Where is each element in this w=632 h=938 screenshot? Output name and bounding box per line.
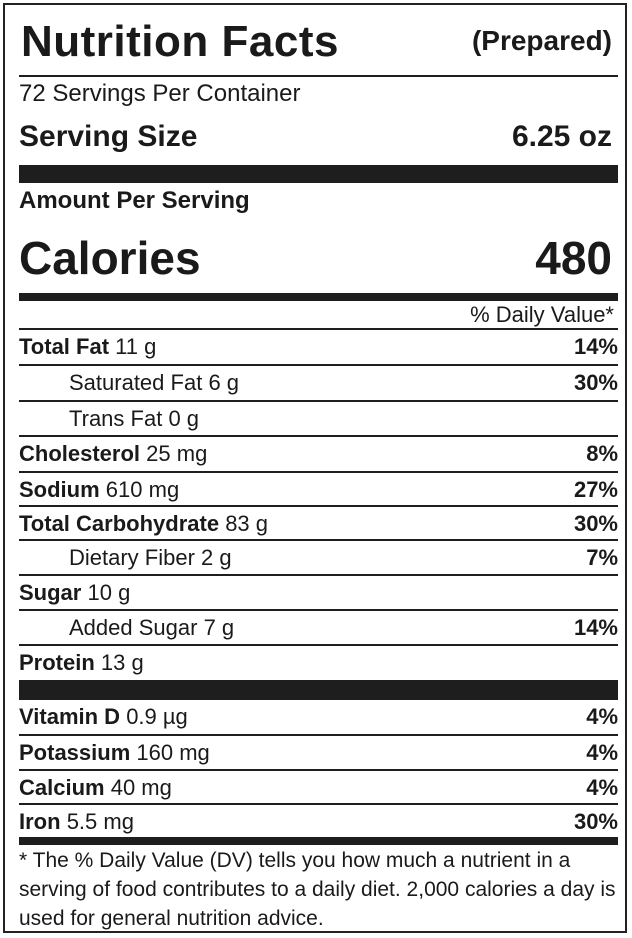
vitamin-amount: 0.9 µg [126,704,188,729]
serving-size-value: 6.25 oz [511,120,612,153]
nutrient-name: Protein [19,650,95,675]
vitamin-dv: 4% [586,775,618,800]
nutrient-dv: 30% [573,370,618,395]
nutrient-dv: 27% [573,477,618,502]
label-title: Nutrition Facts [21,17,339,66]
row-divider [19,328,618,330]
nutrient-amount: 6 g [208,370,240,395]
thick-divider-vitamins [19,680,618,700]
nutrient-name: Added Sugar [69,615,198,640]
row-divider [19,505,618,507]
row-divider [19,400,618,402]
vitamin-amount: 5.5 mg [66,809,134,834]
nutrient-name: Cholesterol [19,441,141,466]
nutrient-amount: 11 g [115,334,157,359]
servings-per-container: 72 Servings Per Container [19,80,301,107]
vitamin-dv: 4% [586,740,618,765]
vitamin-amount: 40 mg [110,775,172,800]
nutrient-dv: 14% [573,615,618,640]
row-divider [19,471,618,473]
daily-value-header: % Daily Value* [470,302,614,327]
vitamin-name: Calcium [19,775,105,800]
nutrient-amount: 0 g [168,406,200,431]
nutrient-row-added-sugar: Added Sugar 7 g 14% [19,611,618,645]
nutrient-amount: 10 g [87,580,131,605]
nutrient-amount: 25 mg [146,441,208,466]
nutrient-name: Saturated Fat [69,370,203,395]
nutrient-dv: 7% [586,545,618,570]
nutrient-amount: 2 g [201,545,232,570]
thick-divider-top [19,165,618,183]
row-divider [19,609,618,611]
nutrient-amount: 7 g [203,615,235,640]
vitamin-row-vitamin-d: Vitamin D 0.9 µg 4% [19,700,618,734]
nutrient-name: Sugar [19,580,82,605]
nutrient-name: Dietary Fiber [69,545,195,570]
nutrient-row-total-carbohydrate: Total Carbohydrate 83 g 30% [19,507,618,541]
nutrition-label: Nutrition Facts (Prepared) 72 Servings P… [3,3,627,933]
row-divider [19,803,618,805]
nutrient-amount: 83 g [225,511,269,536]
row-divider [19,364,618,366]
nutrient-dv: 30% [573,511,618,536]
nutrient-amount: 610 mg [105,477,180,502]
nutrient-name: Trans Fat [69,406,163,431]
serving-size-label: Serving Size [19,120,198,153]
vitamin-name: Iron [19,809,61,834]
nutrient-row-total-fat: Total Fat 11 g 14% [19,330,618,364]
daily-value-footnote: * The % Daily Value (DV) tells you how m… [19,849,616,930]
label-qualifier: (Prepared) [471,25,612,56]
vitamin-amount: 160 mg [136,740,210,765]
amount-per-serving: Amount Per Serving [19,187,250,214]
vitamin-name: Vitamin D [19,704,121,729]
vitamin-row-calcium: Calcium 40 mg 4% [19,771,618,805]
row-divider [19,574,618,576]
vitamin-row-iron: Iron 5.5 mg 30% [19,805,618,839]
nutrient-row-cholesterol: Cholesterol 25 mg 8% [19,437,618,471]
vitamin-row-potassium: Potassium 160 mg 4% [19,736,618,770]
row-divider [19,539,618,541]
nutrient-row-sodium: Sodium 610 mg 27% [19,473,618,507]
nutrient-dv: 8% [586,441,618,466]
nutrient-amount: 13 g [100,650,144,675]
nutrient-name: Sodium [19,477,100,502]
nutrient-row-protein: Protein 13 g [19,646,618,680]
title-divider [19,75,618,77]
row-divider [19,644,618,646]
row-divider [19,435,618,437]
nutrient-row-trans-fat: Trans Fat 0 g [19,402,618,436]
nutrient-name: Total Carbohydrate [19,511,220,536]
nutrient-row-dietary-fiber: Dietary Fiber 2 g 7% [19,541,618,575]
nutrient-name: Total Fat [19,334,110,359]
nutrient-row-sugar: Sugar 10 g [19,576,618,610]
vitamin-dv: 30% [573,809,618,834]
row-divider [19,734,618,736]
nutrient-dv: 14% [573,334,618,359]
row-divider [19,769,618,771]
calories-divider [19,293,618,301]
footnote-divider [19,837,618,845]
calories-label: Calories [19,232,201,284]
vitamin-dv: 4% [586,704,618,729]
vitamin-name: Potassium [19,740,131,765]
calories-value: 480 [535,232,612,284]
nutrient-row-saturated-fat: Saturated Fat 6 g 30% [19,366,618,400]
